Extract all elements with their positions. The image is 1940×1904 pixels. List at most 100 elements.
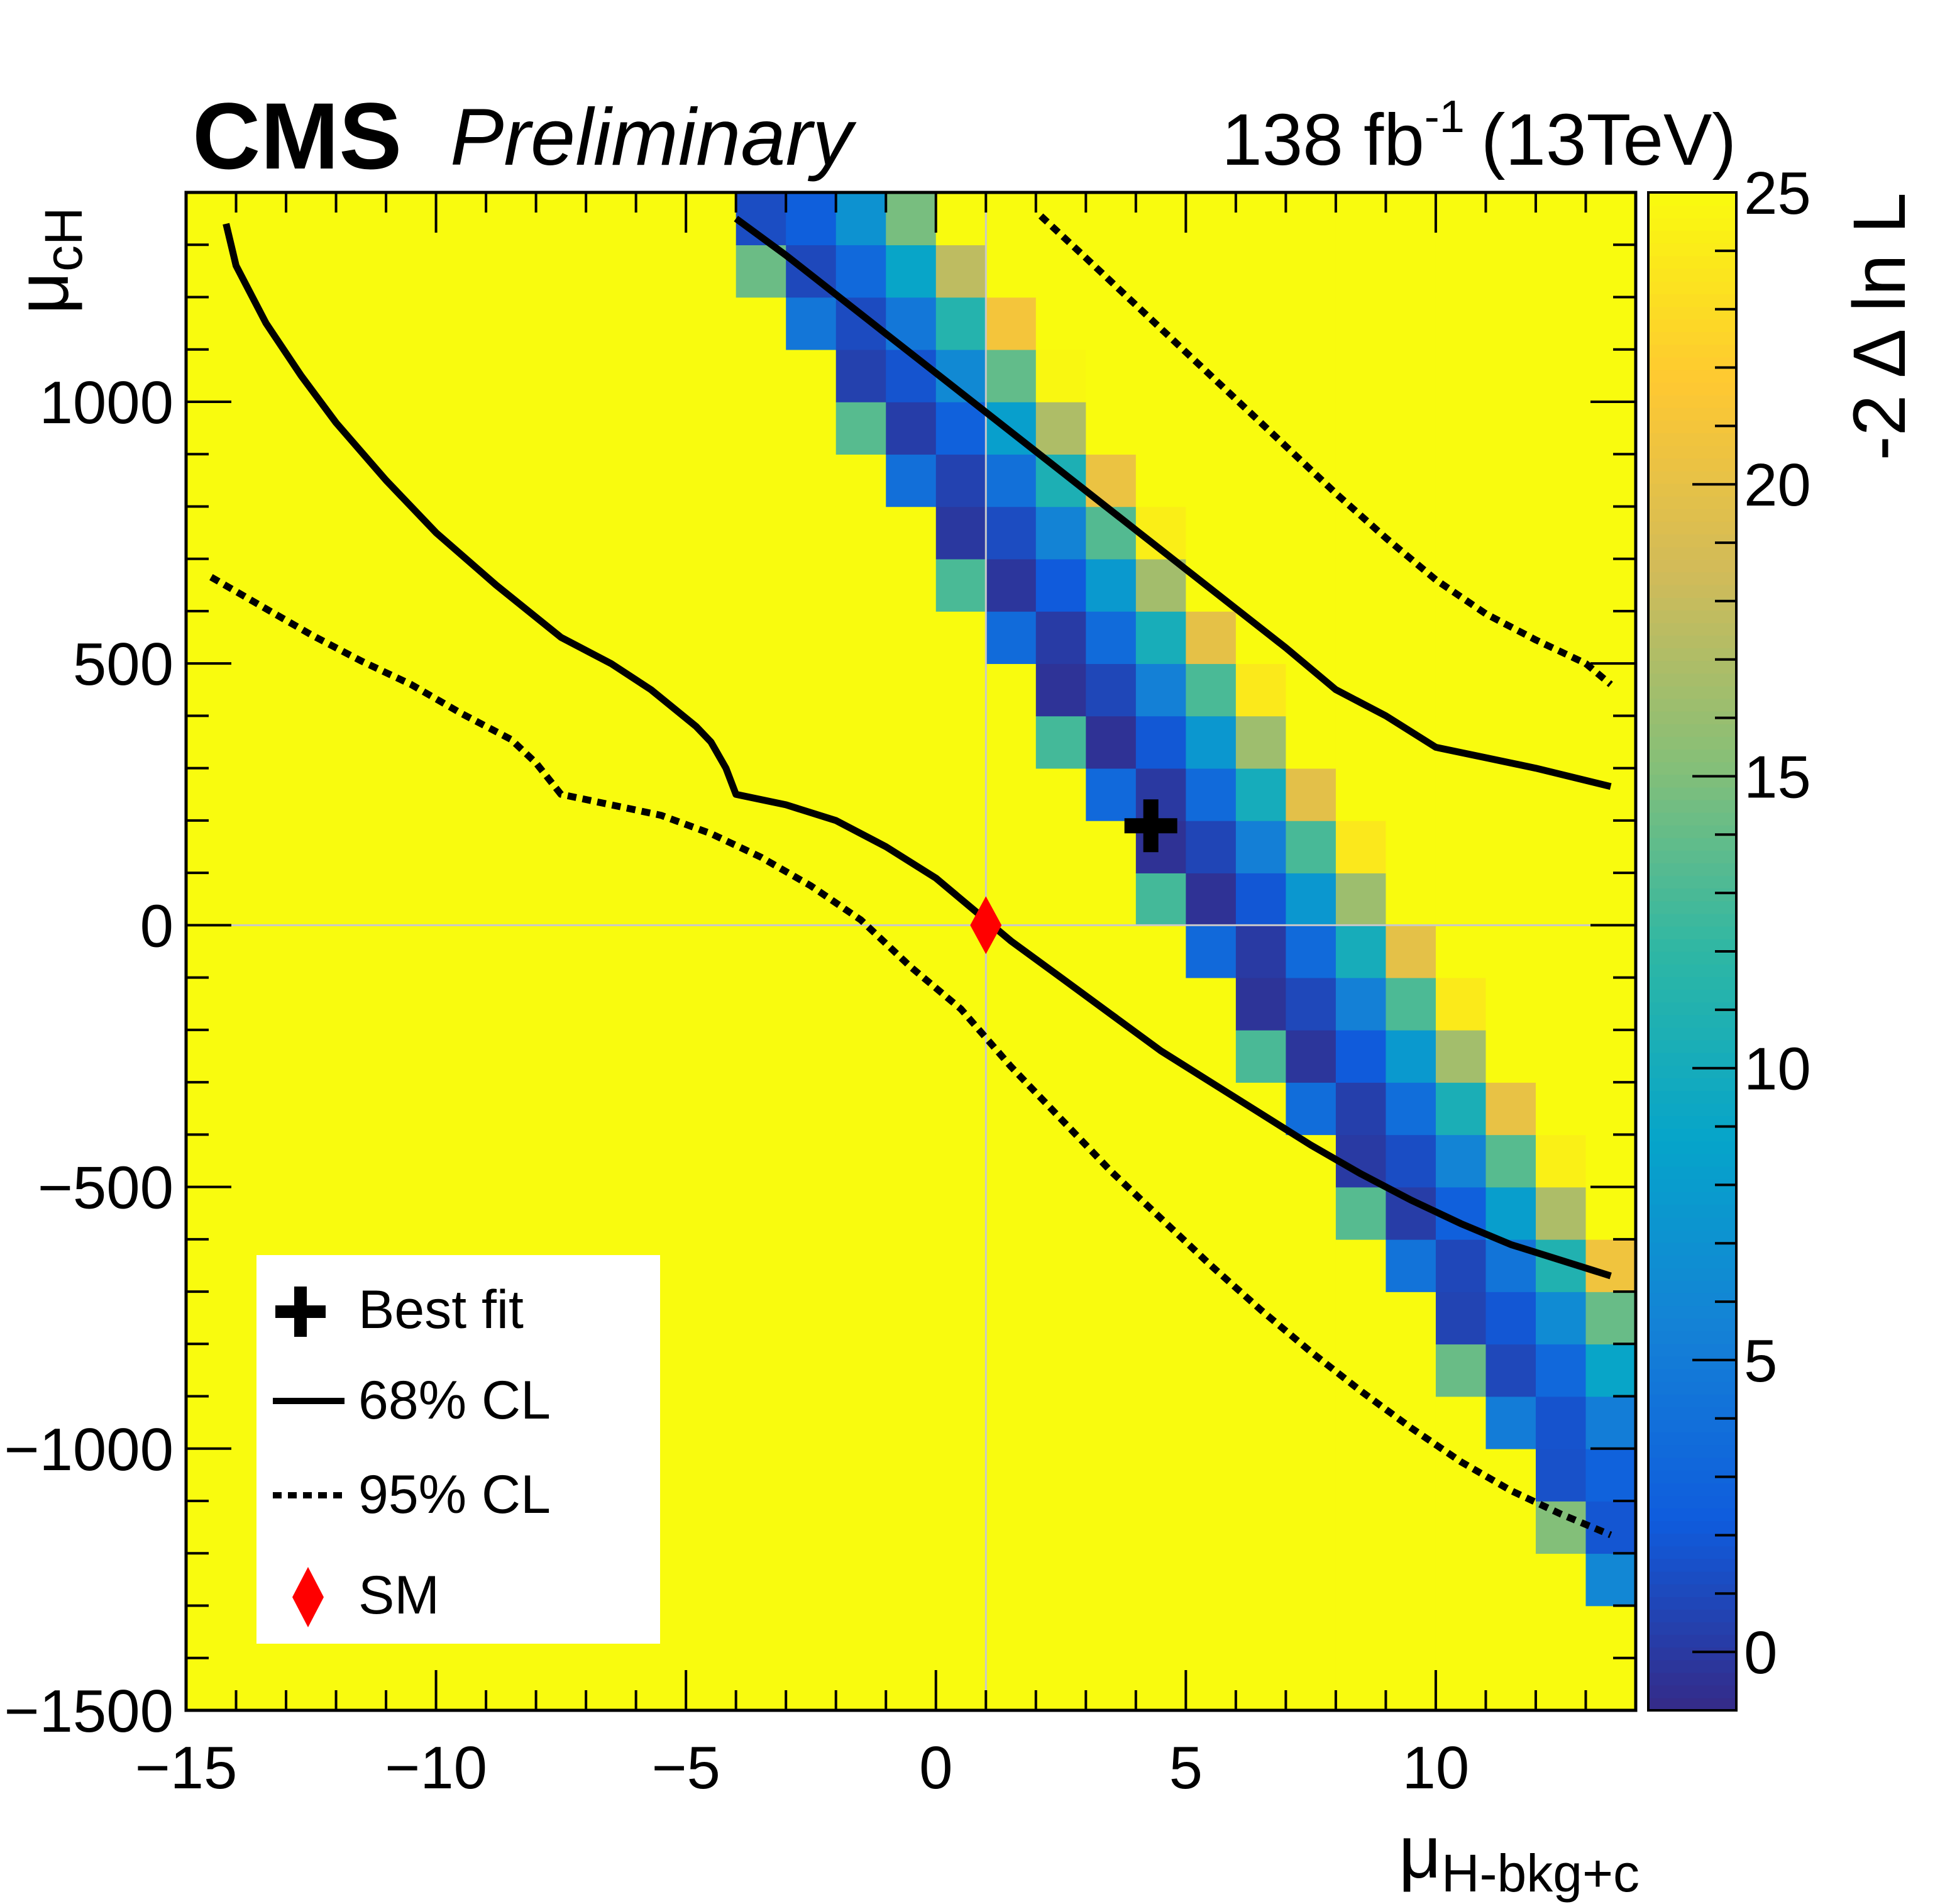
heatmap-cell — [1035, 1239, 1087, 1292]
colorbar-segment — [1648, 1368, 1736, 1382]
colorbar-segment — [1648, 1444, 1736, 1458]
heatmap-cell — [786, 1501, 837, 1554]
colorbar-segment — [1648, 837, 1736, 851]
heatmap-cell — [736, 1292, 787, 1345]
heatmap-cell — [1235, 1396, 1287, 1449]
heatmap-cell — [1186, 663, 1237, 717]
plot-frame — [184, 191, 1638, 1712]
heatmap-cell — [336, 873, 387, 926]
heatmap-cell — [1086, 1605, 1137, 1659]
heatmap-cell — [1335, 1553, 1387, 1607]
heatmap-cell — [886, 506, 937, 560]
heatmap-cell — [986, 1134, 1037, 1188]
heatmap-cell — [1135, 1658, 1187, 1711]
heatmap-cell — [1286, 1658, 1337, 1711]
heatmap-cell — [186, 1501, 237, 1554]
heatmap-cell — [486, 245, 537, 298]
heatmap-cell — [536, 558, 587, 612]
heatmap-cell — [686, 454, 737, 507]
heatmap-cell — [935, 1292, 987, 1345]
heatmap-cell — [786, 1396, 837, 1449]
heatmap-cell — [1335, 977, 1387, 1031]
heatmap-cell — [1535, 716, 1587, 769]
heatmap-cell — [736, 1448, 787, 1502]
colorbar-segment — [1648, 1115, 1736, 1129]
heatmap-cell — [436, 297, 487, 350]
heatmap-cell — [586, 820, 637, 873]
colorbar-segment — [1648, 280, 1736, 294]
heatmap-cell — [1086, 1082, 1137, 1136]
heatmap-cell — [486, 1658, 537, 1711]
legend: Best fit 68% CL 95% CL SM — [256, 1255, 660, 1644]
heatmap-cell — [1386, 768, 1436, 821]
heatmap-cell — [736, 1239, 787, 1292]
colorbar-segment — [1648, 1229, 1736, 1243]
heatmap-cell — [1235, 1605, 1287, 1659]
colorbar-title: -2 Δ ln L — [1838, 192, 1921, 461]
heatmap-cell — [835, 1448, 887, 1502]
heatmap-cell — [1485, 925, 1536, 978]
heatmap-cell — [1386, 454, 1436, 507]
heatmap-cell — [386, 349, 437, 402]
heatmap-cell — [986, 1082, 1037, 1136]
heatmap-cell — [886, 977, 937, 1031]
heatmap-cell — [1186, 1344, 1237, 1397]
colorbar-segment — [1648, 1685, 1736, 1698]
heatmap-cell — [536, 820, 587, 873]
heatmap-cell — [986, 1239, 1037, 1292]
heatmap-cell — [286, 454, 337, 507]
heatmap-cell — [1035, 454, 1087, 507]
heatmap-cell — [1535, 1134, 1587, 1188]
heatmap-cell — [1086, 663, 1137, 717]
best-fit-marker — [1124, 799, 1177, 853]
heatmap-cell — [1435, 401, 1487, 455]
heatmap-cell — [536, 977, 587, 1031]
heatmap-cell — [986, 768, 1037, 821]
heatmap-cell — [1485, 349, 1536, 402]
heatmap-cell — [1235, 1239, 1287, 1292]
heatmap-cell — [686, 611, 737, 664]
heatmap-cell — [1135, 1448, 1187, 1502]
colorbar-segment — [1648, 382, 1736, 396]
heatmap-cell — [935, 1029, 987, 1083]
heatmap-cell — [336, 192, 387, 246]
heatmap-cell — [1135, 558, 1187, 612]
heatmap-cell — [1485, 245, 1536, 298]
heatmap-cell — [1086, 1501, 1137, 1554]
heatmap-cell — [986, 1448, 1037, 1502]
heatmap-cell — [236, 506, 287, 560]
heatmap-cell — [186, 1658, 237, 1711]
z-tick-label: 25 — [1744, 160, 1811, 227]
heatmap-cell — [986, 1396, 1037, 1449]
heatmap-cell — [1286, 820, 1337, 873]
heatmap-cell — [1435, 768, 1487, 821]
heatmap-cell — [736, 506, 787, 560]
heatmap-cell — [1035, 1029, 1087, 1083]
heatmap-cell — [1286, 925, 1337, 978]
heatmap-cell — [1585, 820, 1636, 873]
colorbar-segment — [1648, 1508, 1736, 1522]
heatmap-cell — [1135, 349, 1187, 402]
heatmap-cell — [1086, 1553, 1137, 1607]
heatmap-cell — [1585, 1448, 1636, 1502]
heatmap-cell — [1035, 1134, 1087, 1188]
heatmap-cell — [186, 1134, 237, 1188]
colorbar-segment — [1648, 1331, 1736, 1344]
colorbar-segment — [1648, 306, 1736, 319]
heatmap-cell — [586, 245, 637, 298]
heatmap-cell — [1485, 401, 1536, 455]
heatmap-cell — [986, 716, 1037, 769]
heatmap-cell — [286, 716, 337, 769]
heatmap-cell — [536, 925, 587, 978]
heatmap-cell — [1435, 1082, 1487, 1136]
colorbar-segment — [1648, 1103, 1736, 1117]
heatmap-cell — [486, 820, 537, 873]
colorbar-segment — [1648, 673, 1736, 687]
heatmap-cell — [286, 1658, 337, 1711]
y-tick-label: 1000 — [39, 369, 174, 436]
heatmap-cell — [986, 977, 1037, 1031]
colorbar-segment — [1648, 243, 1736, 257]
heatmap-cell — [1086, 925, 1137, 978]
heatmap-cell — [935, 1344, 987, 1397]
heatmap-cell — [436, 1029, 487, 1083]
